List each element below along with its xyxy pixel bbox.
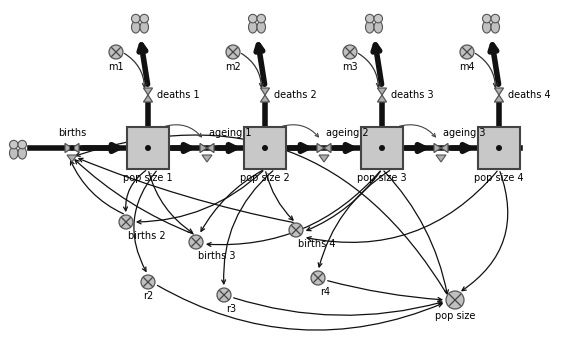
Bar <box>478 127 520 169</box>
Circle shape <box>249 14 257 23</box>
Circle shape <box>460 45 474 59</box>
Ellipse shape <box>249 21 257 33</box>
Text: r2: r2 <box>143 291 153 301</box>
Circle shape <box>257 14 266 23</box>
Ellipse shape <box>140 21 148 33</box>
Text: births: births <box>58 128 86 138</box>
Polygon shape <box>200 144 214 152</box>
Text: pop size 2: pop size 2 <box>240 173 290 183</box>
Circle shape <box>379 145 385 151</box>
Ellipse shape <box>374 21 383 33</box>
Polygon shape <box>202 155 212 162</box>
Ellipse shape <box>482 21 491 33</box>
Circle shape <box>366 14 374 23</box>
Text: ageing 1: ageing 1 <box>209 128 252 138</box>
Polygon shape <box>65 144 79 152</box>
Circle shape <box>491 14 499 23</box>
Text: pop size: pop size <box>435 311 475 321</box>
Text: r3: r3 <box>226 304 236 314</box>
Circle shape <box>145 145 151 151</box>
Bar <box>127 127 169 169</box>
Circle shape <box>289 223 303 237</box>
Circle shape <box>69 146 75 150</box>
Text: pop size 4: pop size 4 <box>474 173 524 183</box>
Text: pop size 3: pop size 3 <box>357 173 407 183</box>
Circle shape <box>217 288 231 302</box>
Circle shape <box>141 275 155 289</box>
Text: deaths 1: deaths 1 <box>157 90 200 100</box>
Polygon shape <box>319 155 329 162</box>
Circle shape <box>482 14 491 23</box>
Text: ageing 2: ageing 2 <box>326 128 369 138</box>
Polygon shape <box>434 144 448 152</box>
Bar <box>361 127 403 169</box>
Text: m2: m2 <box>225 62 241 72</box>
Text: deaths 2: deaths 2 <box>274 90 317 100</box>
Circle shape <box>374 14 383 23</box>
Polygon shape <box>317 144 331 152</box>
Text: m3: m3 <box>342 62 358 72</box>
Circle shape <box>226 45 240 59</box>
Circle shape <box>9 140 18 149</box>
Text: m1: m1 <box>108 62 124 72</box>
Ellipse shape <box>9 147 18 159</box>
Circle shape <box>109 45 123 59</box>
Polygon shape <box>436 155 446 162</box>
Polygon shape <box>377 88 387 102</box>
Circle shape <box>262 145 268 151</box>
Polygon shape <box>495 88 503 102</box>
Text: r4: r4 <box>320 287 330 297</box>
Ellipse shape <box>366 21 374 33</box>
Circle shape <box>131 14 140 23</box>
Circle shape <box>311 271 325 285</box>
Circle shape <box>496 145 502 151</box>
Text: m4: m4 <box>459 62 475 72</box>
Circle shape <box>140 14 148 23</box>
Circle shape <box>18 140 26 149</box>
Text: deaths 3: deaths 3 <box>391 90 434 100</box>
Ellipse shape <box>491 21 499 33</box>
Ellipse shape <box>131 21 140 33</box>
Text: births 4: births 4 <box>298 239 335 249</box>
Polygon shape <box>144 88 152 102</box>
Polygon shape <box>67 155 77 162</box>
Bar <box>244 127 286 169</box>
Circle shape <box>343 45 357 59</box>
Circle shape <box>189 235 203 249</box>
Polygon shape <box>260 88 270 102</box>
Text: ageing 3: ageing 3 <box>443 128 485 138</box>
Text: deaths 4: deaths 4 <box>508 90 551 100</box>
Text: births 2: births 2 <box>128 231 166 241</box>
Circle shape <box>446 291 464 309</box>
Ellipse shape <box>257 21 266 33</box>
Text: pop size 1: pop size 1 <box>123 173 173 183</box>
Ellipse shape <box>18 147 26 159</box>
Circle shape <box>119 215 133 229</box>
Text: births 3: births 3 <box>198 251 235 261</box>
